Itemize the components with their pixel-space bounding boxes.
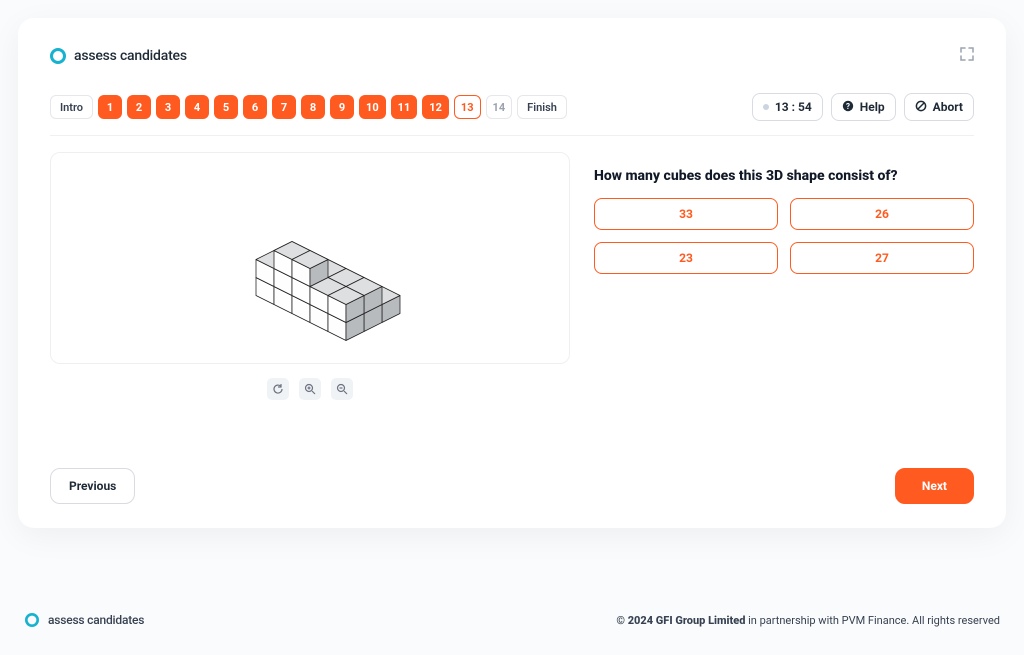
question-image-panel <box>50 152 570 364</box>
footer-brand: assess candidates <box>24 612 144 628</box>
card-header: assess candidates <box>50 46 974 65</box>
zoom-in-icon[interactable] <box>299 378 321 400</box>
answer-option-1[interactable]: 26 <box>790 198 974 230</box>
zoom-out-icon[interactable] <box>331 378 353 400</box>
page-footer: assess candidates © 2024 GFI Group Limit… <box>0 585 1024 655</box>
step-7[interactable]: 7 <box>272 95 296 119</box>
question-text: How many cubes does this 3D shape consis… <box>594 168 974 184</box>
fullscreen-icon[interactable] <box>960 46 974 65</box>
answer-option-0[interactable]: 33 <box>594 198 778 230</box>
help-icon: ? <box>842 100 854 115</box>
timer-chip: 13 : 54 <box>752 93 823 121</box>
step-11[interactable]: 11 <box>391 95 418 119</box>
previous-button[interactable]: Previous <box>50 468 135 504</box>
brand-name: assess candidates <box>74 48 187 64</box>
step-3[interactable]: 3 <box>156 95 180 119</box>
abort-label: Abort <box>933 100 963 114</box>
question-column: How many cubes does this 3D shape consis… <box>594 152 974 468</box>
brand-logo-icon <box>50 48 66 64</box>
step-1[interactable]: 1 <box>98 95 122 119</box>
footer-logo-icon <box>24 612 40 628</box>
timer-value: 13 : 54 <box>775 100 812 114</box>
step-2[interactable]: 2 <box>127 95 151 119</box>
assessment-card: assess candidates Intro 1234567891011121… <box>18 18 1006 528</box>
progress-row: Intro 1234567891011121314 Finish 13 : 54… <box>50 93 974 136</box>
answer-option-3[interactable]: 27 <box>790 242 974 274</box>
step-intro[interactable]: Intro <box>50 95 93 119</box>
footer-copyright: © 2024 GFI Group Limited in partnership … <box>616 614 1000 627</box>
step-13[interactable]: 13 <box>454 95 481 119</box>
abort-icon <box>915 100 927 115</box>
abort-button[interactable]: Abort <box>904 93 974 121</box>
answer-option-2[interactable]: 23 <box>594 242 778 274</box>
svg-text:?: ? <box>846 102 850 111</box>
footer-brand-name: assess candidates <box>48 613 144 627</box>
help-button[interactable]: ? Help <box>831 93 896 121</box>
next-button[interactable]: Next <box>895 468 974 504</box>
bottom-nav: Previous Next <box>50 468 974 504</box>
step-6[interactable]: 6 <box>243 95 267 119</box>
rotate-icon[interactable] <box>267 378 289 400</box>
step-pills: Intro 1234567891011121314 Finish <box>50 95 567 119</box>
help-label: Help <box>860 100 885 114</box>
footer-copyright-bold: © 2024 GFI Group Limited <box>616 614 745 627</box>
step-9[interactable]: 9 <box>330 95 354 119</box>
step-14[interactable]: 14 <box>486 95 513 119</box>
step-5[interactable]: 5 <box>214 95 238 119</box>
step-12[interactable]: 12 <box>422 95 449 119</box>
main-area: How many cubes does this 3D shape consis… <box>50 152 974 468</box>
answer-grid: 33 26 23 27 <box>594 198 974 274</box>
step-10[interactable]: 10 <box>359 95 386 119</box>
step-finish[interactable]: Finish <box>517 95 567 119</box>
image-tools <box>50 378 570 400</box>
footer-copyright-rest: in partnership with PVM Finance. All rig… <box>745 614 1000 627</box>
step-4[interactable]: 4 <box>185 95 209 119</box>
top-controls: 13 : 54 ? Help Abort <box>752 93 974 121</box>
step-8[interactable]: 8 <box>301 95 325 119</box>
timer-dot-icon <box>763 104 769 110</box>
brand: assess candidates <box>50 48 187 64</box>
